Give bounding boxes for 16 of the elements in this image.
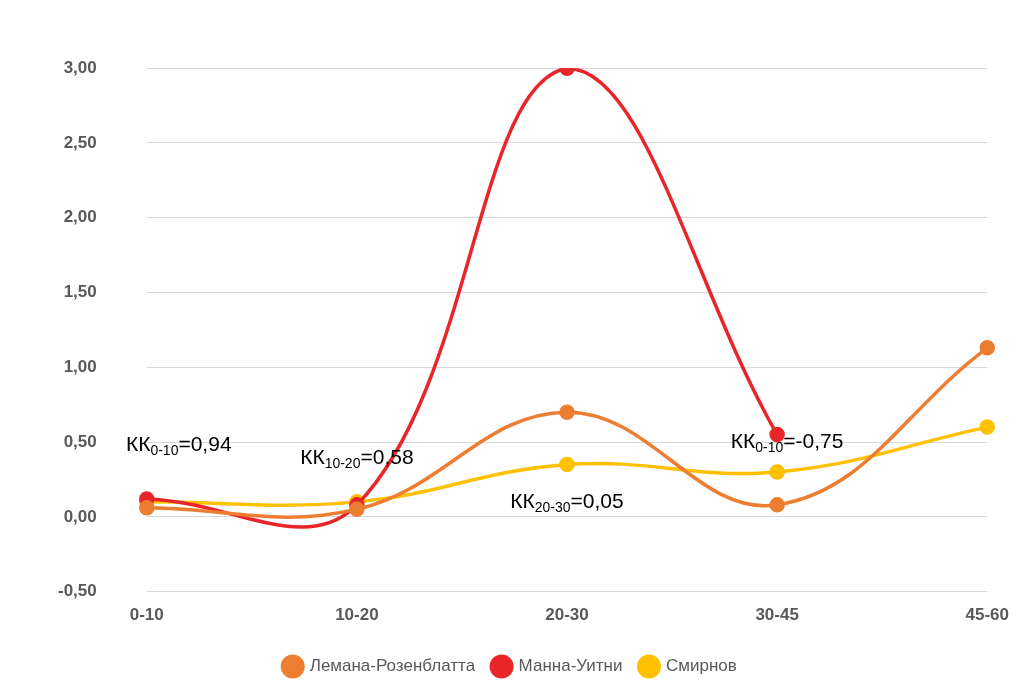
y-tick-label: -0,50 [58,581,97,601]
y-tick-label: 3,00 [63,57,97,77]
x-tick-label: 20-30 [545,605,589,625]
y-tick-label: 1,00 [63,356,97,376]
legend-label: Лемана-Розенблатта [309,656,476,676]
y-tick-label: 0,50 [63,431,97,451]
legend-label: Манна-Уитни [518,656,623,676]
y-tick-label: 2,00 [63,207,97,227]
x-tick-label: 30-45 [755,605,799,625]
x-tick-label: 45-60 [965,605,1009,625]
legend-label: Смирнов [665,656,737,676]
x-tick-label: 10-20 [335,605,379,625]
y-tick-label: 0,00 [63,506,97,526]
y-tick-label: 1,50 [63,282,97,302]
x-tick-label: 0-10 [129,605,164,625]
y-tick-label: 2,50 [63,132,97,152]
